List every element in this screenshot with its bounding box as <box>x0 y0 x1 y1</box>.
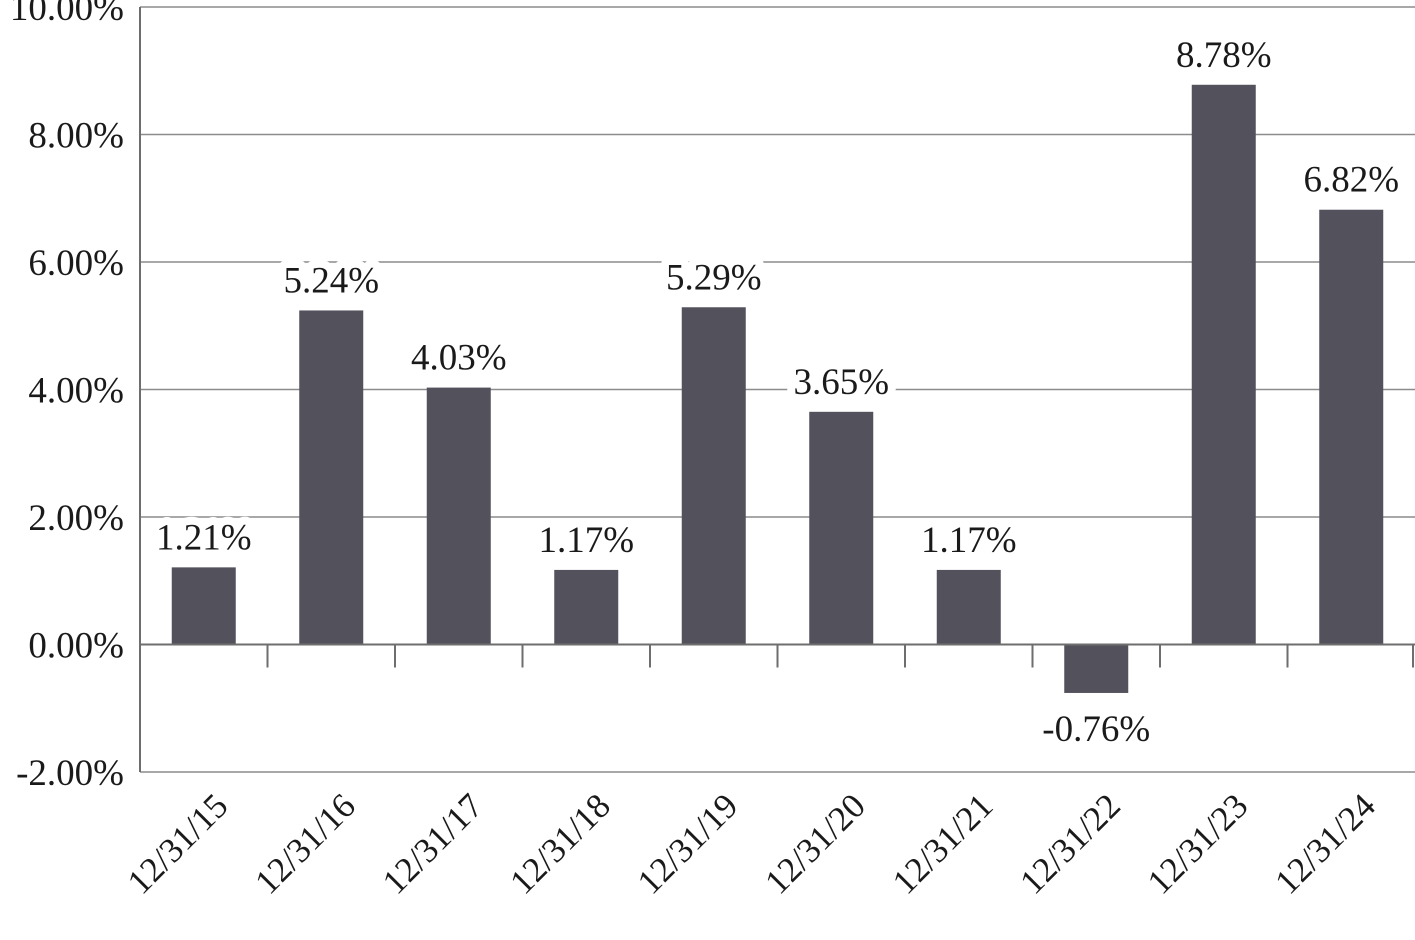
data-label: 1.17% <box>921 520 1017 561</box>
y-tick-label: 4.00% <box>28 371 124 412</box>
data-label: 3.65% <box>793 362 889 403</box>
data-label: 4.03% <box>411 338 507 379</box>
data-label: 1.17% <box>538 520 634 561</box>
x-tick-label: 12/31/18 <box>502 786 618 902</box>
data-label: 8.78% <box>1176 35 1272 76</box>
bar <box>1064 645 1128 693</box>
bar <box>937 570 1001 645</box>
bar <box>427 388 491 645</box>
x-tick-label: 12/31/17 <box>375 786 491 902</box>
data-label: 5.24% <box>283 260 379 301</box>
x-tick-label: 12/31/22 <box>1012 786 1128 902</box>
x-tick-labels: 12/31/15 12/31/16 12/31/17 12/31/18 12/31/19… <box>120 786 1383 902</box>
y-tick-labels: -2.00% 0.00% 2.00% 4.00% 6.00% 8.00% 10.00% <box>10 0 124 794</box>
bar <box>1319 210 1383 645</box>
data-label: 1.21% <box>156 517 252 558</box>
x-tick-label: 12/31/15 <box>120 786 236 902</box>
y-tick-label: 2.00% <box>28 498 124 539</box>
bar <box>299 310 363 644</box>
data-label: 6.82% <box>1303 160 1399 201</box>
bar <box>1192 85 1256 645</box>
bar <box>554 570 618 645</box>
bar <box>809 412 873 645</box>
y-tick-label: 10.00% <box>10 0 124 29</box>
bar <box>682 307 746 644</box>
y-tick-label: 8.00% <box>28 116 124 157</box>
x-tick-label: 12/31/16 <box>247 786 363 902</box>
x-tick-label: 12/31/21 <box>885 786 1001 902</box>
y-tick-label: 6.00% <box>28 243 124 284</box>
bar <box>172 567 236 644</box>
data-label: -0.76% <box>1042 709 1150 750</box>
x-tick-label: 12/31/24 <box>1267 786 1383 902</box>
y-tick-label: -2.00% <box>16 753 124 794</box>
y-tick-label: 0.00% <box>28 626 124 667</box>
x-tick-label: 12/31/20 <box>757 786 873 902</box>
x-tick-label: 12/31/19 <box>630 786 746 902</box>
x-tick-label: 12/31/23 <box>1140 786 1256 902</box>
data-label: 5.29% <box>666 257 762 298</box>
